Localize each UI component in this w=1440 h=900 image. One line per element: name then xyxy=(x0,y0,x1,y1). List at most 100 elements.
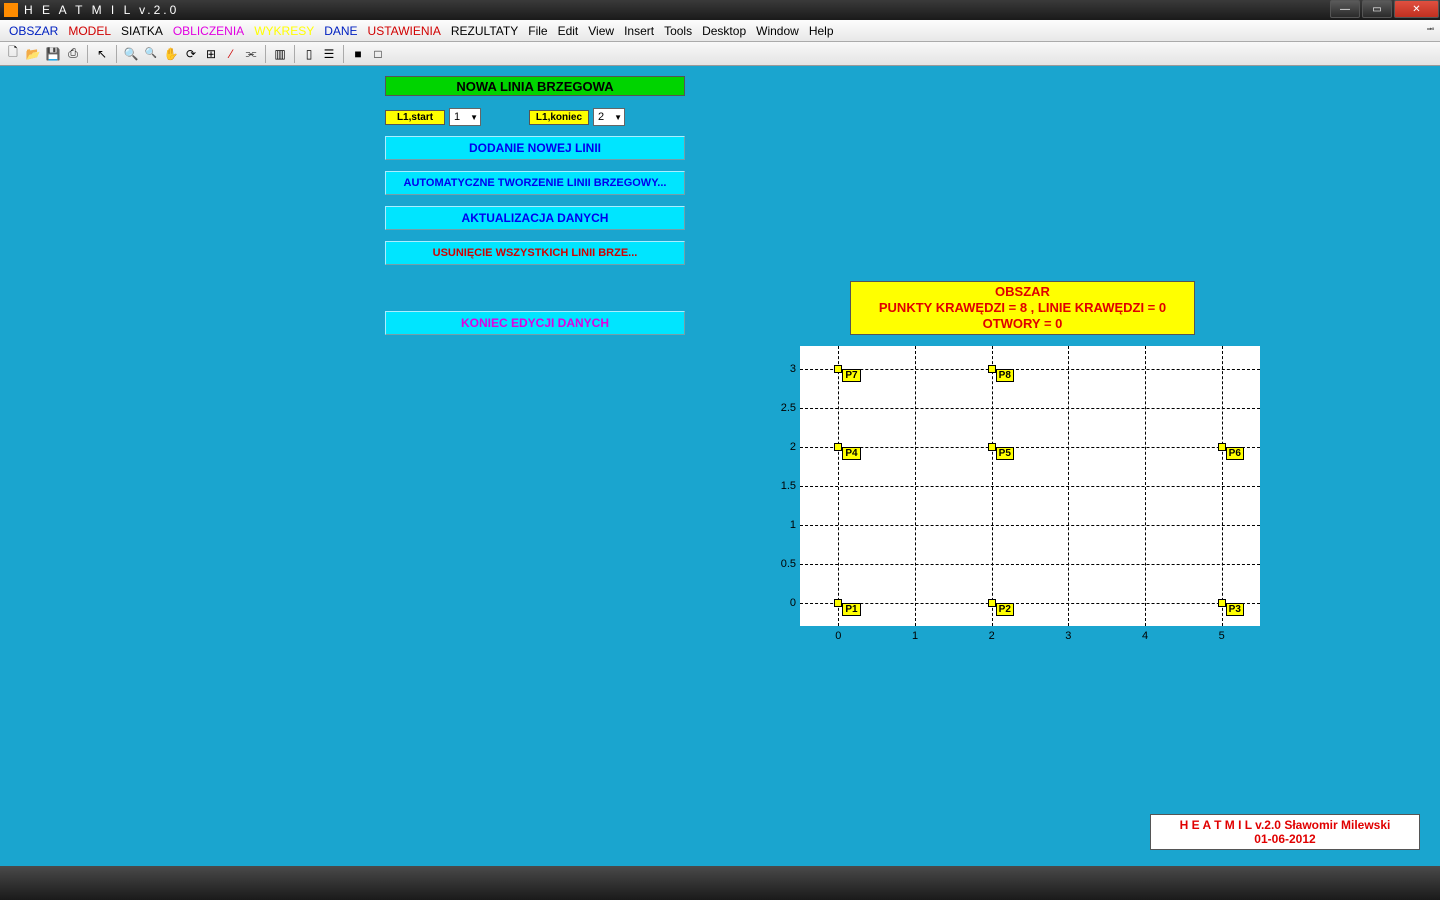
section-title: NOWA LINIA BRZEGOWA xyxy=(385,76,685,96)
gridline-h xyxy=(800,603,1260,604)
toolbar: 🗋 📂 💾 ⎙ ↖ 🔍 🔍 ✋ ⟳ ⊞ ⁄ ⫘ ▥ ▯ ☰ ■ □ xyxy=(0,42,1440,66)
gridline-v xyxy=(838,346,839,626)
datatip-icon[interactable]: ⊞ xyxy=(202,45,220,63)
close-button[interactable]: ✕ xyxy=(1394,0,1439,18)
gridline-h xyxy=(800,369,1260,370)
gridline-v xyxy=(915,346,916,626)
app-icon xyxy=(4,3,18,17)
point-label-P3: P3 xyxy=(1226,603,1244,616)
minimize-button[interactable]: — xyxy=(1330,0,1360,18)
menu-overflow-icon[interactable]: ⭲ xyxy=(1426,22,1434,39)
menu-help[interactable]: Help xyxy=(804,24,839,38)
auto-create-lines-button[interactable]: AUTOMATYCZNE TWORZENIE LINII BRZEGOWY... xyxy=(385,171,685,195)
gridline-h xyxy=(800,525,1260,526)
titlebar: H E A T M I L v.2.0 — ▭ ✕ xyxy=(0,0,1440,20)
gridline-h xyxy=(800,564,1260,565)
legend-icon[interactable]: ▯ xyxy=(300,45,318,63)
y-tick-label: 1 xyxy=(766,519,796,531)
link-icon[interactable]: ⫘ xyxy=(242,45,260,63)
print-icon[interactable]: ⎙ xyxy=(64,45,82,63)
point-label-P4: P4 xyxy=(842,447,860,460)
hide-icon[interactable]: ■ xyxy=(349,45,367,63)
chevron-down-icon: ▼ xyxy=(470,113,478,122)
point-label-P2: P2 xyxy=(996,603,1014,616)
l1-end-label: L1,koniec xyxy=(529,110,589,125)
window-controls: — ▭ ✕ xyxy=(1329,0,1440,20)
y-tick-label: 2 xyxy=(766,441,796,453)
point-marker-P8[interactable] xyxy=(988,365,996,373)
x-tick-label: 5 xyxy=(1212,630,1232,642)
l1-start-dropdown[interactable]: 1 ▼ xyxy=(449,108,481,126)
menu-wykresy[interactable]: WYKRESY xyxy=(249,24,319,38)
chart-area: P1 P2 P3 P4 P5 P6 P7 P8 xyxy=(800,346,1260,626)
menu-window[interactable]: Window xyxy=(751,24,804,38)
x-tick-label: 4 xyxy=(1135,630,1155,642)
new-file-icon[interactable]: 🗋 xyxy=(4,45,22,63)
point-marker-P5[interactable] xyxy=(988,443,996,451)
menu-view[interactable]: View xyxy=(583,24,619,38)
pointer-icon[interactable]: ↖ xyxy=(93,45,111,63)
separator xyxy=(294,45,295,63)
footer-line2: 01-06-2012 xyxy=(1154,832,1416,846)
y-tick-label: 1.5 xyxy=(766,480,796,492)
brush-icon[interactable]: ⁄ xyxy=(222,45,240,63)
footer-info: H E A T M I L v.2.0 Sławomir Milewski 01… xyxy=(1150,814,1420,850)
taskbar[interactable] xyxy=(0,866,1440,900)
colorbar-icon[interactable]: ▥ xyxy=(271,45,289,63)
save-icon[interactable]: 💾 xyxy=(44,45,62,63)
add-line-button[interactable]: DODANIE NOWEJ LINII xyxy=(385,136,685,160)
menu-dane[interactable]: DANE xyxy=(319,24,362,38)
separator xyxy=(265,45,266,63)
menu-ustawienia[interactable]: USTAWIENIA xyxy=(363,24,446,38)
separator xyxy=(343,45,344,63)
point-marker-P1[interactable] xyxy=(834,599,842,607)
gridline-v xyxy=(1222,346,1223,626)
l1-end-dropdown[interactable]: 2 ▼ xyxy=(593,108,625,126)
end-edit-button[interactable]: KONIEC EDYCJI DANYCH xyxy=(385,311,685,335)
menu-edit[interactable]: Edit xyxy=(553,24,584,38)
point-marker-P7[interactable] xyxy=(834,365,842,373)
menu-obszar[interactable]: OBSZAR xyxy=(4,24,63,38)
update-data-button[interactable]: AKTUALIZACJA DANYCH xyxy=(385,206,685,230)
point-marker-P2[interactable] xyxy=(988,599,996,607)
show-icon[interactable]: □ xyxy=(369,45,387,63)
pan-icon[interactable]: ✋ xyxy=(162,45,180,63)
axes-icon[interactable]: ☰ xyxy=(320,45,338,63)
gridline-h xyxy=(800,486,1260,487)
point-marker-P6[interactable] xyxy=(1218,443,1226,451)
menu-obliczenia[interactable]: OBLICZENIA xyxy=(168,24,249,38)
workspace: NOWA LINIA BRZEGOWA L1,start 1 ▼ L1,koni… xyxy=(0,66,1440,866)
point-label-P5: P5 xyxy=(996,447,1014,460)
point-marker-P3[interactable] xyxy=(1218,599,1226,607)
menu-file[interactable]: File xyxy=(523,24,552,38)
point-label-P7: P7 xyxy=(842,369,860,382)
menu-insert[interactable]: Insert xyxy=(619,24,659,38)
zoom-out-icon[interactable]: 🔍 xyxy=(142,45,160,63)
point-marker-P4[interactable] xyxy=(834,443,842,451)
separator xyxy=(116,45,117,63)
gridline-v xyxy=(1068,346,1069,626)
point-label-P8: P8 xyxy=(996,369,1014,382)
menu-rezultaty[interactable]: REZULTATY xyxy=(446,24,523,38)
window-title: H E A T M I L v.2.0 xyxy=(24,3,179,17)
delete-all-lines-button[interactable]: USUNIĘCIE WSZYSTKICH LINII BRZE... xyxy=(385,241,685,265)
zoom-in-icon[interactable]: 🔍 xyxy=(122,45,140,63)
chart-title-line3: OTWORY = 0 xyxy=(855,316,1190,332)
chevron-down-icon: ▼ xyxy=(614,113,622,122)
separator xyxy=(87,45,88,63)
point-label-P6: P6 xyxy=(1226,447,1244,460)
gridline-h xyxy=(800,447,1260,448)
gridline-v xyxy=(1145,346,1146,626)
rotate-icon[interactable]: ⟳ xyxy=(182,45,200,63)
menu-siatka[interactable]: SIATKA xyxy=(116,24,168,38)
param-row: L1,start 1 ▼ L1,koniec 2 ▼ xyxy=(385,108,685,126)
x-tick-label: 3 xyxy=(1058,630,1078,642)
maximize-button[interactable]: ▭ xyxy=(1362,0,1392,18)
y-tick-label: 3 xyxy=(766,363,796,375)
menu-desktop[interactable]: Desktop xyxy=(697,24,751,38)
menubar: OBSZARMODELSIATKAOBLICZENIAWYKRESYDANEUS… xyxy=(0,20,1440,42)
menu-tools[interactable]: Tools xyxy=(659,24,697,38)
menu-model[interactable]: MODEL xyxy=(63,24,116,38)
open-file-icon[interactable]: 📂 xyxy=(24,45,42,63)
point-label-P1: P1 xyxy=(842,603,860,616)
